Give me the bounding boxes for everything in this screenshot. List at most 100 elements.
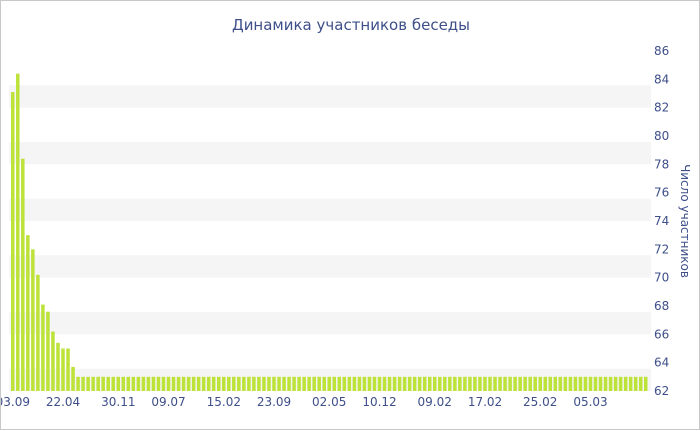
bar — [643, 376, 648, 391]
x-tick-label: 05.03 — [573, 395, 607, 409]
bar — [478, 376, 482, 391]
x-tick-label: 25.02 — [523, 395, 557, 409]
bar — [623, 376, 628, 391]
bar — [407, 376, 412, 391]
bar — [397, 376, 402, 391]
bar — [608, 376, 613, 391]
bar — [337, 376, 342, 391]
bar — [352, 376, 357, 391]
bar — [297, 376, 301, 391]
grid-band — [9, 312, 651, 335]
bar — [633, 376, 638, 391]
y-axis-label: Число участников — [678, 164, 692, 278]
bar — [257, 376, 261, 391]
bar — [76, 376, 80, 391]
bar — [468, 376, 472, 391]
bar — [327, 376, 332, 391]
bar — [422, 376, 427, 391]
bar — [307, 376, 311, 391]
bar — [227, 376, 231, 391]
bar — [628, 376, 633, 391]
bar — [282, 376, 286, 391]
x-tick-label: 09.07 — [151, 395, 185, 409]
bar — [166, 376, 171, 391]
x-ticks-group: 03.09 22.04 30.11 09.07 15.02 23.09 02.05 10.12… — [1, 395, 608, 409]
bar — [402, 376, 407, 391]
y-tick-label: 64 — [654, 356, 669, 370]
bar — [116, 376, 121, 391]
bar — [21, 158, 25, 391]
x-tick-label: 23.09 — [257, 395, 291, 409]
bar — [548, 376, 553, 391]
bar — [206, 376, 211, 391]
y-tick-label: 74 — [654, 214, 669, 228]
y-tick-label: 82 — [654, 101, 669, 115]
bar — [377, 376, 382, 391]
y-tick-label: 70 — [654, 271, 669, 285]
bar — [538, 376, 542, 391]
bar — [342, 376, 347, 391]
bar — [317, 376, 321, 391]
bar — [61, 348, 65, 391]
bar — [181, 376, 186, 391]
bar — [432, 376, 437, 391]
bar — [488, 376, 492, 391]
bar — [362, 376, 367, 391]
bar — [543, 376, 548, 391]
bar — [513, 376, 517, 391]
bar — [141, 376, 146, 391]
bar — [31, 249, 35, 391]
bar — [51, 331, 55, 391]
y-tick-label: 80 — [654, 129, 669, 143]
bar — [568, 376, 573, 391]
bar — [151, 376, 156, 391]
grid-bands — [9, 85, 651, 391]
bar — [242, 376, 246, 391]
bar — [563, 376, 568, 391]
bar — [161, 376, 166, 391]
bar — [46, 311, 50, 391]
x-tick-label: 03.09 — [1, 395, 30, 409]
y-ticks-group: 62 64 66 68 70 72 74 76 78 80 82 84 86 — [654, 44, 669, 398]
bar — [287, 376, 291, 391]
grid-band — [9, 85, 651, 108]
x-tick-label: 30.11 — [101, 395, 135, 409]
bar — [613, 376, 618, 391]
bar — [387, 376, 392, 391]
bars-group — [11, 73, 648, 392]
bar — [91, 376, 95, 391]
x-tick-label: 22.04 — [46, 395, 80, 409]
bar — [382, 376, 387, 391]
y-tick-label: 86 — [654, 44, 669, 58]
bar — [86, 376, 90, 391]
y-tick-label: 66 — [654, 327, 669, 341]
bar — [427, 376, 432, 391]
bar — [16, 73, 20, 392]
grid-band — [9, 198, 651, 221]
bar — [196, 376, 201, 391]
bar — [262, 376, 266, 391]
bar — [458, 376, 462, 391]
bar — [136, 376, 141, 391]
bar — [232, 376, 236, 391]
grid-band — [9, 142, 651, 165]
bar — [357, 376, 362, 391]
bar — [211, 376, 216, 391]
x-tick-label: 10.12 — [362, 395, 396, 409]
bar — [638, 376, 643, 391]
bar — [518, 376, 522, 391]
bar — [503, 376, 507, 391]
bar — [438, 376, 442, 391]
bar — [367, 376, 372, 391]
bar — [267, 376, 271, 391]
bar — [247, 376, 251, 391]
bar — [41, 304, 45, 391]
bar — [448, 376, 452, 391]
bar — [277, 376, 281, 391]
bar — [523, 376, 527, 391]
x-tick-label: 17.02 — [468, 395, 502, 409]
bar — [372, 376, 377, 391]
bar — [26, 235, 30, 391]
